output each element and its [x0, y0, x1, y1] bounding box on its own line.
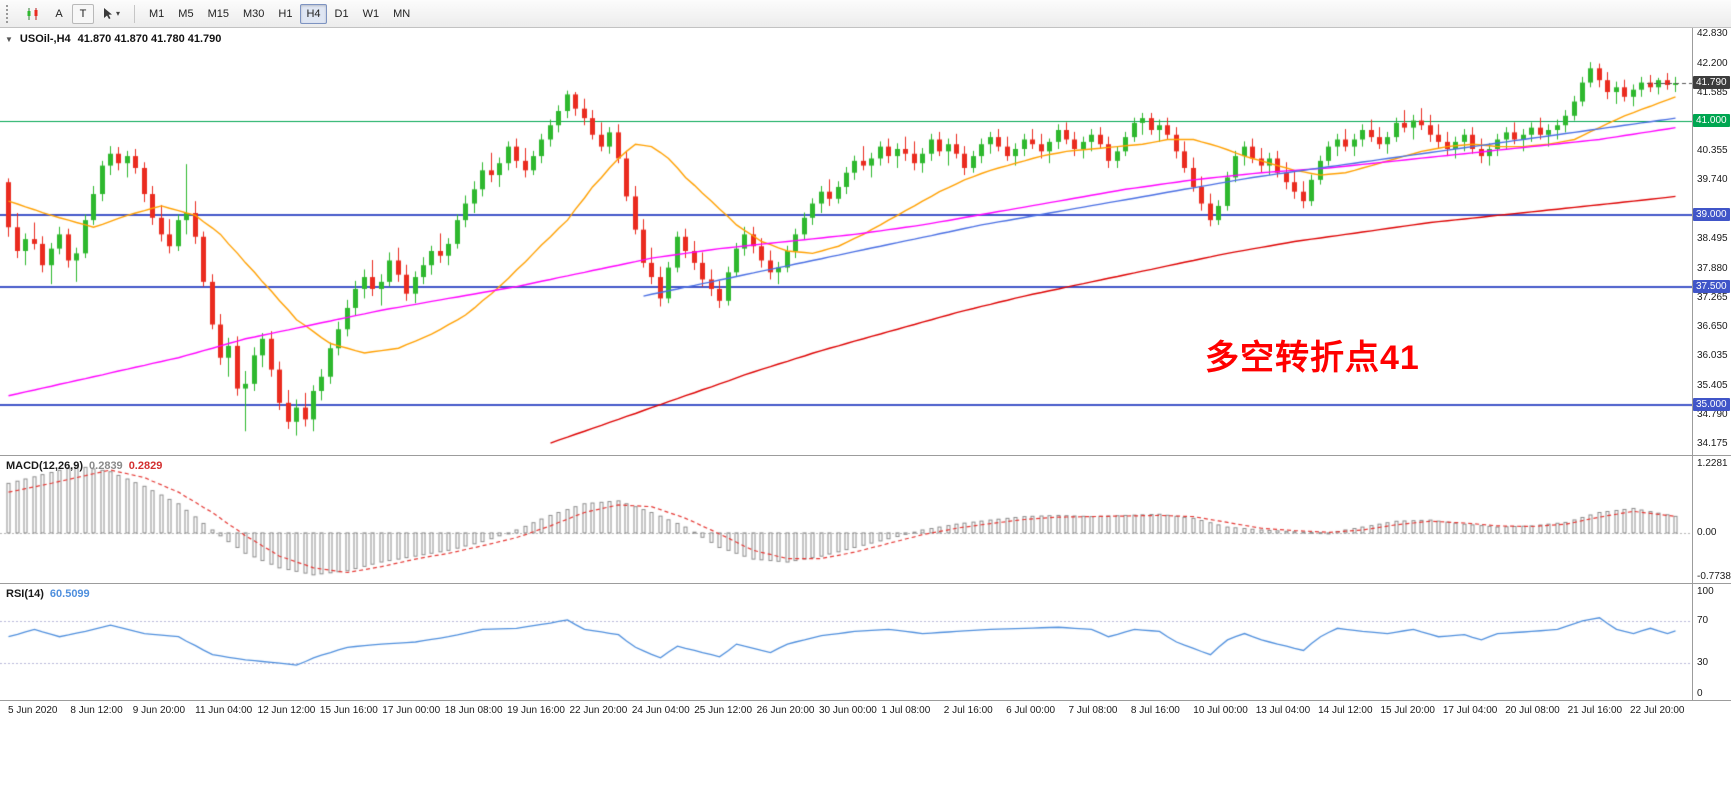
time-axis-label: 22 Jul 20:00	[1630, 705, 1685, 716]
time-axis-label: 12 Jun 12:00	[257, 705, 316, 716]
price-marker-badge: 41.000	[1693, 113, 1730, 127]
time-axis-label: 17 Jun 00:00	[382, 705, 441, 716]
time-axis-label: 24 Jun 04:00	[631, 705, 690, 716]
rsi-axis-label: 70	[1697, 614, 1709, 626]
time-axis-label: 8 Jun 12:00	[70, 705, 123, 716]
auto-trading-button[interactable]: A	[48, 4, 70, 24]
time-axis-label: 18 Jun 08:00	[444, 705, 503, 716]
price-axis-label: 36.650	[1697, 320, 1728, 332]
timeframe-h1-button[interactable]: H1	[272, 4, 298, 24]
price-axis-label: 37.880	[1697, 262, 1728, 274]
price-axis-label: 36.035	[1697, 350, 1728, 362]
macd-signal-value: 0.2829	[128, 460, 163, 472]
ohlc-values: 41.870 41.870 41.780 41.790	[77, 33, 222, 45]
time-axis-label: 10 Jul 00:00	[1193, 705, 1248, 716]
price-axis-label: 39.740	[1697, 174, 1728, 186]
time-axis-label: 22 Jun 20:00	[569, 705, 628, 716]
rsi-axis-label: 30	[1697, 657, 1709, 669]
timeframe-d1-button[interactable]: D1	[329, 4, 355, 24]
macd-title: MACD(12,26,9)	[6, 460, 84, 472]
time-axis-label: 5 Jun 2020	[8, 705, 58, 716]
time-axis-label: 8 Jul 16:00	[1130, 705, 1180, 716]
rsi-axis[interactable]: 100 70 30 0	[1693, 584, 1731, 700]
time-axis-label: 25 Jun 12:00	[694, 705, 753, 716]
macd-main-value: 0.2839	[89, 460, 123, 472]
toolbar-separator	[134, 4, 136, 23]
rsi-panel-separator[interactable]	[0, 583, 1731, 584]
time-axis-label: 20 Jul 08:00	[1505, 705, 1560, 716]
time-axis-separator	[0, 700, 1731, 701]
toolbar: A T ▾ M1 M5 M15 M30 H1 H4 D1 W1 MN	[0, 0, 1731, 28]
price-axis-label: 34.175	[1697, 438, 1728, 450]
time-axis-label: 15 Jun 16:00	[319, 705, 378, 716]
time-axis[interactable]: 5 Jun 2020 8 Jun 12:00 9 Jun 20:00 11 Jun 0…	[0, 701, 1731, 723]
rsi-value: 60.5099	[49, 588, 90, 600]
macd-axis-label: 1.2281	[1697, 458, 1728, 469]
timeframe-m30-button[interactable]: M30	[237, 4, 270, 24]
time-axis-label: 13 Jul 04:00	[1255, 705, 1311, 716]
chart-ohlc-header: ▼ USOil-,H4 41.870 41.870 41.780 41.790	[5, 33, 221, 45]
price-axis[interactable]: 42.830 42.200 41.585 40.355 39.740 38.495 37.8…	[1693, 28, 1731, 455]
rsi-axis-label: 0	[1697, 688, 1703, 699]
price-axis-label: 42.200	[1697, 57, 1728, 69]
macd-indicator-canvas[interactable]	[0, 456, 1692, 583]
time-axis-label: 19 Jun 16:00	[507, 705, 565, 716]
macd-panel-separator[interactable]	[0, 455, 1731, 456]
time-axis-label: 11 Jun 04:00	[195, 705, 253, 716]
text-tool-button[interactable]: T	[72, 3, 94, 24]
time-axis-label: 15 Jul 20:00	[1380, 705, 1435, 716]
timeframe-m15-button[interactable]: M15	[202, 4, 235, 24]
rsi-header: RSI(14) 60.5099	[6, 588, 90, 600]
price-marker-badge: 35.000	[1693, 398, 1730, 412]
timeframe-h4-button[interactable]: H4	[300, 3, 327, 24]
collapse-icon[interactable]: ▼	[5, 34, 13, 44]
price-marker-badge: 37.500	[1693, 279, 1730, 293]
cursor-icon	[104, 8, 112, 19]
timeframe-m5-button[interactable]: M5	[172, 4, 199, 24]
price-axis-label: 40.355	[1697, 145, 1728, 157]
macd-axis-label: 0.00	[1697, 526, 1717, 538]
macd-header: MACD(12,26,9) 0.2839 0.2829	[6, 460, 162, 472]
price-chart-canvas[interactable]	[0, 28, 1692, 455]
time-axis-label: 26 Jun 20:00	[756, 705, 815, 716]
time-axis-label: 2 Jul 16:00	[943, 705, 993, 716]
candlestick-glyph	[27, 7, 38, 20]
timeframe-mn-button[interactable]: MN	[387, 4, 416, 24]
time-axis-label: 30 Jun 00:00	[819, 705, 877, 716]
toolbar-grip[interactable]	[6, 4, 12, 23]
time-axis-label: 6 Jul 00:00	[1006, 705, 1056, 716]
price-axis-label: 35.405	[1697, 379, 1728, 391]
time-axis-label: 21 Jul 16:00	[1567, 705, 1623, 716]
price-axis-label: 34.790	[1697, 409, 1728, 421]
cursor-tool-button[interactable]: ▾	[96, 4, 126, 24]
rsi-axis-label: 100	[1697, 586, 1714, 597]
time-axis-label: 14 Jul 12:00	[1318, 705, 1373, 716]
price-marker-badge: 39.000	[1693, 208, 1730, 222]
macd-axis[interactable]: 1.2281 0.00 -0.7738	[1693, 456, 1731, 584]
time-axis-label: 1 Jul 08:00	[881, 705, 931, 716]
time-axis-label: 9 Jun 20:00	[132, 705, 186, 716]
price-axis-label: 38.495	[1697, 233, 1728, 245]
price-axis-label: 41.585	[1697, 86, 1728, 98]
time-axis-label: 17 Jul 04:00	[1442, 705, 1498, 716]
symbol-period-label: USOil-,H4	[19, 33, 71, 45]
candlestick-chart-icon[interactable]	[20, 4, 46, 24]
chevron-down-icon: ▾	[116, 9, 121, 18]
price-axis-label: 37.265	[1697, 291, 1728, 303]
timeframe-w1-button[interactable]: W1	[357, 4, 386, 24]
rsi-indicator-canvas[interactable]	[0, 584, 1692, 700]
price-marker-badge: 41.790	[1693, 76, 1730, 90]
macd-axis-label: -0.7738	[1697, 571, 1731, 582]
rsi-title: RSI(14)	[6, 588, 44, 600]
chart-annotation-text: 多空转折点41	[1205, 339, 1420, 377]
price-axis-label: 42.830	[1697, 27, 1728, 39]
time-axis-label: 7 Jul 08:00	[1068, 705, 1118, 716]
price-scale-separator	[1692, 28, 1693, 723]
timeframe-m1-button[interactable]: M1	[143, 4, 170, 24]
